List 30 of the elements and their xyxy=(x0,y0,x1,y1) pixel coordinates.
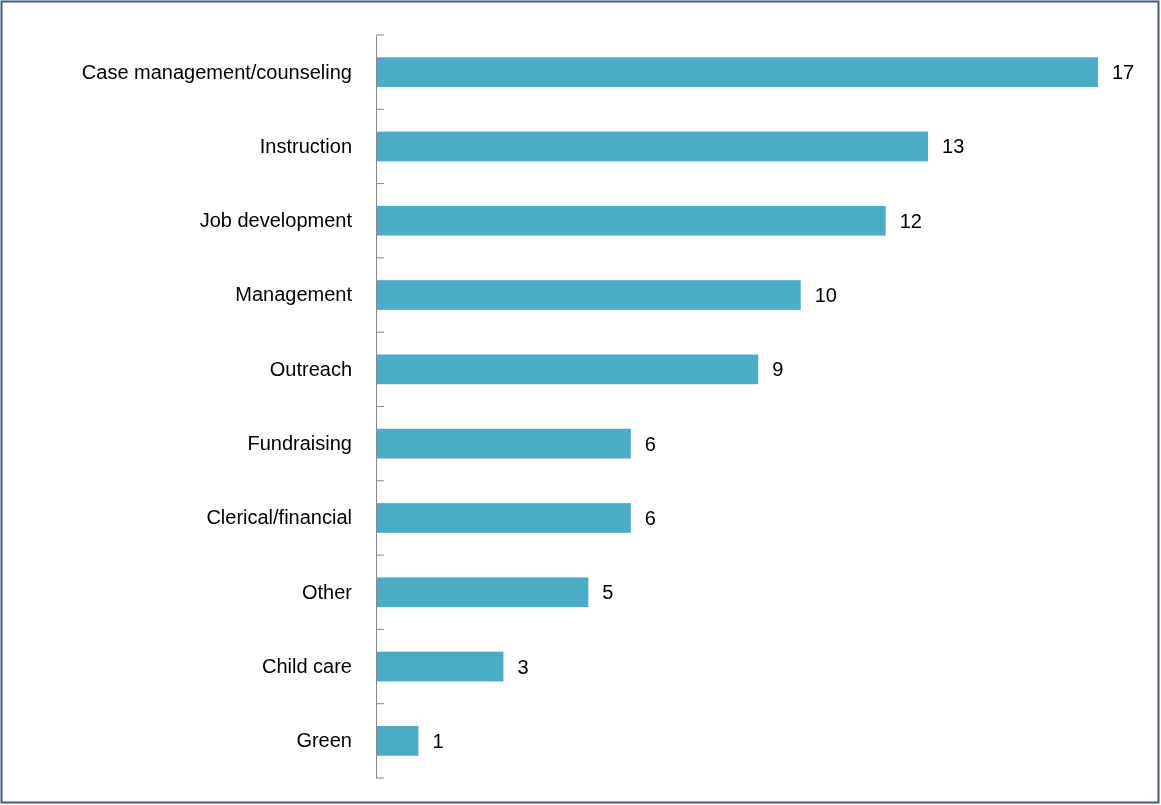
y-tick-label: Instruction xyxy=(259,134,352,157)
data-label: 6 xyxy=(644,506,656,529)
bar xyxy=(376,503,631,533)
y-tick-label: Child care xyxy=(261,654,352,677)
data-label: 17 xyxy=(1112,61,1135,84)
bar xyxy=(376,651,504,682)
y-tick-label: Outreach xyxy=(269,357,352,380)
y-tick-label: Other xyxy=(301,580,353,603)
bar xyxy=(376,354,759,385)
data-label: 10 xyxy=(814,284,837,307)
bar xyxy=(376,57,1098,88)
data-label: 12 xyxy=(899,209,922,232)
bar xyxy=(376,131,929,162)
data-label: 5 xyxy=(602,581,614,604)
y-tick-label: Clerical/financial xyxy=(206,506,352,529)
data-label: 1 xyxy=(432,729,444,752)
y-tick-label: Case management/counseling xyxy=(81,60,352,83)
bar xyxy=(376,725,419,756)
y-tick-label: Job development xyxy=(199,209,353,232)
data-label: 9 xyxy=(772,358,784,381)
bar xyxy=(376,280,801,310)
data-label: 13 xyxy=(942,135,965,158)
bar xyxy=(376,428,631,459)
y-tick-label: Management xyxy=(235,283,353,306)
data-label: 3 xyxy=(517,655,529,678)
y-tick-label: Green xyxy=(296,729,352,752)
data-label: 6 xyxy=(644,432,656,455)
y-tick-label: Fundraising xyxy=(247,432,352,455)
bar xyxy=(376,205,886,236)
bar xyxy=(376,577,589,608)
